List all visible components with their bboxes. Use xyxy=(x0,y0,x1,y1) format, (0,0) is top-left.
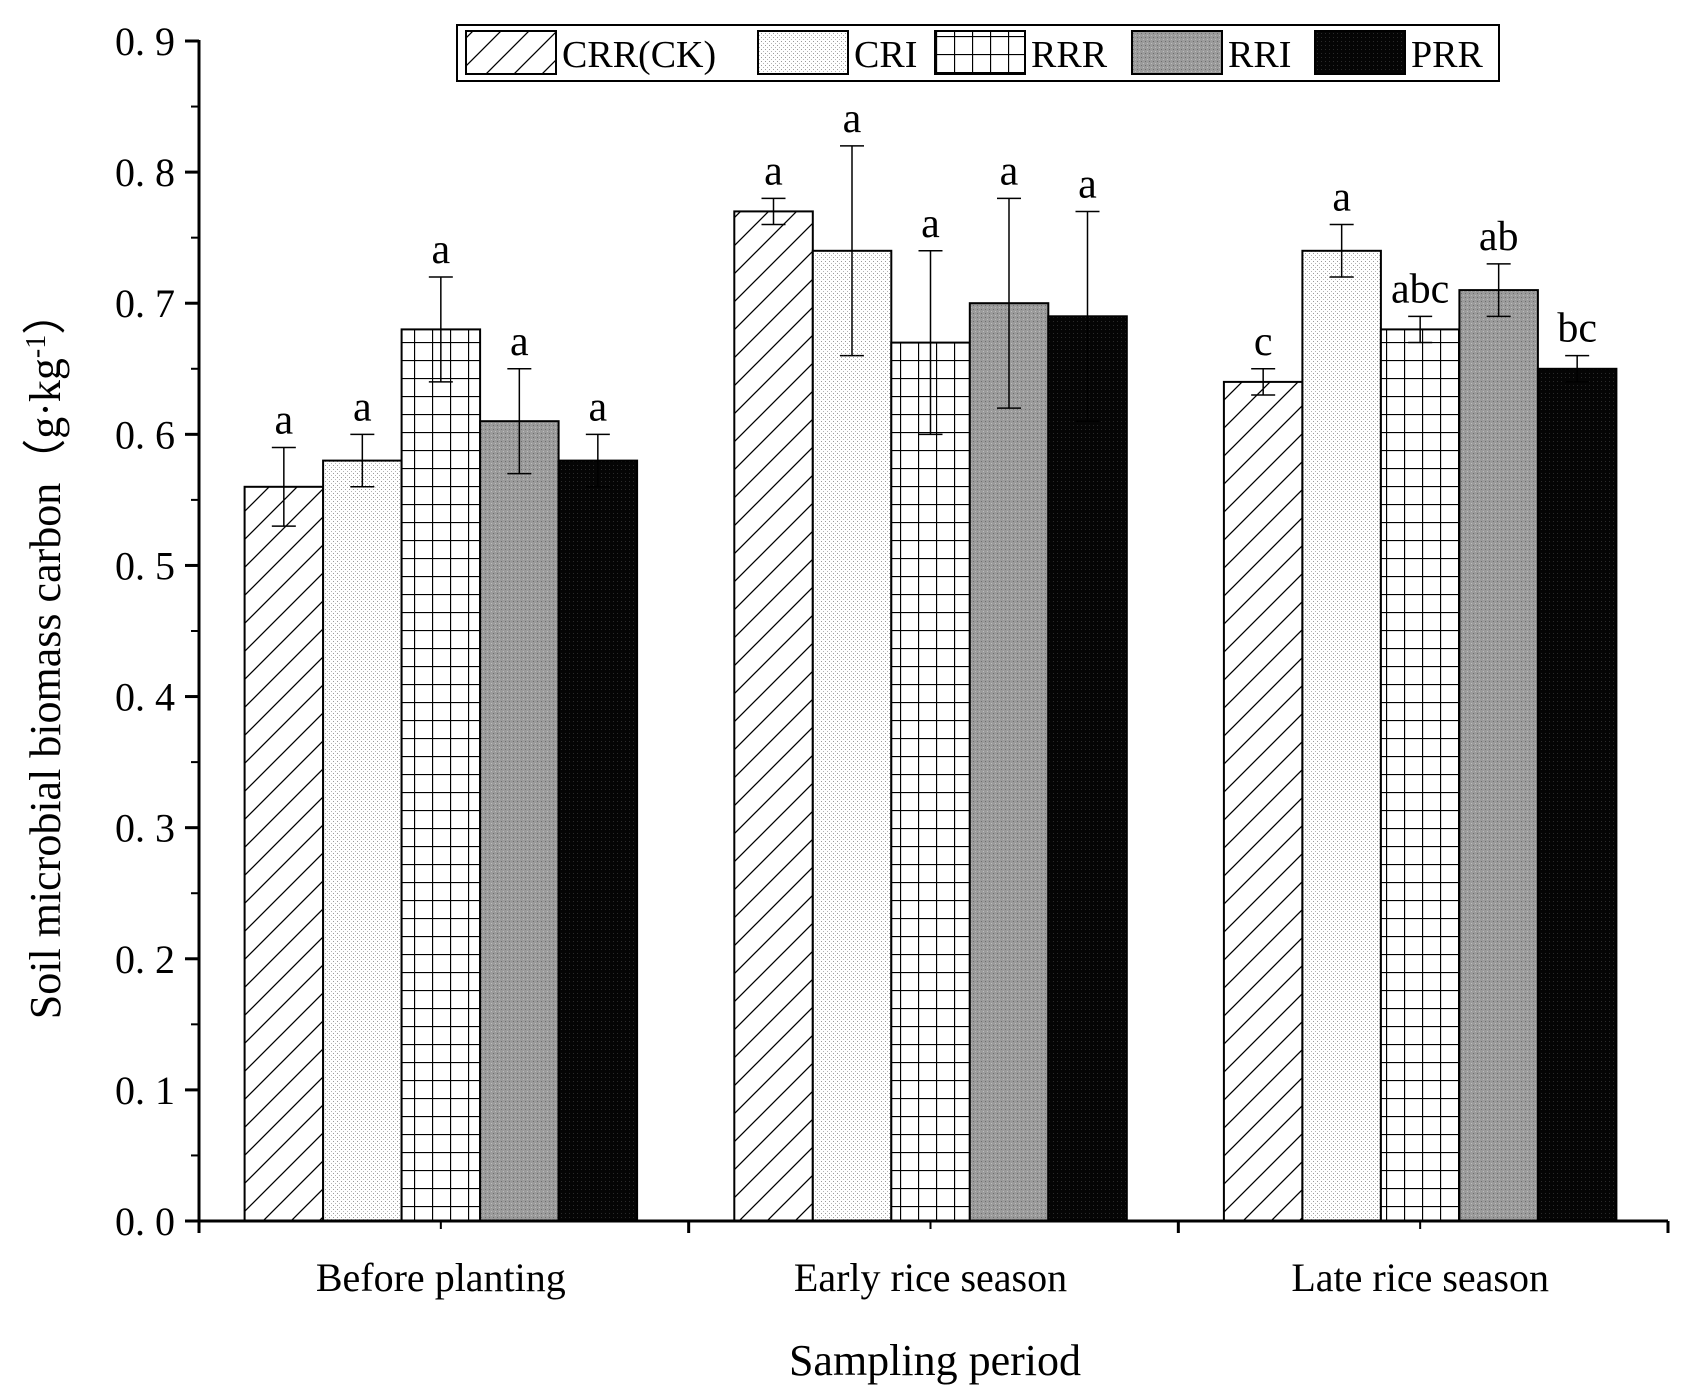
significance-letter: bc xyxy=(1557,306,1597,352)
bar-prr-2 xyxy=(1047,315,1128,1222)
significance-letter: a xyxy=(1332,175,1351,221)
bar-rrr-2 xyxy=(890,341,971,1223)
bar-cri-3 xyxy=(1301,249,1382,1223)
bar-crr-ck--1 xyxy=(243,485,325,1222)
y-axis-title-close: ） xyxy=(21,291,70,335)
y-axis-title-main: Soil microbial biomass carbon（g·kg xyxy=(21,358,70,1019)
bar-crr-ck--2 xyxy=(733,210,814,1222)
significance-letter: a xyxy=(275,397,294,443)
legend-label: PRR xyxy=(1411,34,1483,76)
bar-crr-ck--3 xyxy=(1222,380,1304,1222)
legend-swatch-prr xyxy=(1314,30,1406,75)
x-axis-title: Sampling period xyxy=(789,1336,1081,1385)
bar-prr-3 xyxy=(1536,367,1618,1222)
bar-rrr-3 xyxy=(1379,328,1461,1222)
y-tick-label: 0. 7 xyxy=(115,281,175,326)
legend-label: CRI xyxy=(854,34,917,76)
x-category-label: Before planting xyxy=(316,1255,566,1300)
bar-rri-2 xyxy=(968,302,1050,1222)
legend-label: RRR xyxy=(1031,34,1108,76)
x-category-label: Late rice season xyxy=(1291,1255,1549,1300)
y-tick-label: 0. 3 xyxy=(115,806,175,851)
bar-cri-2 xyxy=(811,249,893,1223)
legend-swatch-cri xyxy=(757,30,849,75)
y-axis-title: Soil microbial biomass carbon（g·kg-1） xyxy=(21,291,71,1019)
legend-swatch-rri xyxy=(1131,30,1223,75)
bar-rri-3 xyxy=(1458,289,1539,1223)
significance-letter: a xyxy=(1078,161,1097,207)
bar-prr-1 xyxy=(557,459,639,1223)
y-tick-label: 0. 4 xyxy=(115,675,175,720)
significance-letter: a xyxy=(921,201,940,247)
significance-letter: c xyxy=(1254,319,1273,365)
legend-label: CRR(CK) xyxy=(562,34,716,76)
legend-swatch-crr-ck- xyxy=(465,30,557,75)
y-tick-label: 0. 1 xyxy=(115,1068,175,1113)
bar-cri-1 xyxy=(322,459,403,1223)
significance-letter: a xyxy=(510,319,529,365)
y-tick-label: 0. 9 xyxy=(115,19,175,64)
significance-letter: a xyxy=(353,384,372,430)
significance-letter: a xyxy=(589,384,608,430)
legend-label: RRI xyxy=(1228,34,1291,76)
bar-rrr-1 xyxy=(400,328,482,1222)
legend-swatch-rrr xyxy=(934,30,1026,75)
y-axis-title-superscript: -1 xyxy=(21,335,52,358)
y-tick-label: 0. 6 xyxy=(115,412,175,457)
significance-letter: a xyxy=(1000,148,1019,194)
significance-letter: a xyxy=(843,96,862,142)
significance-letter: a xyxy=(764,148,783,194)
significance-letter: ab xyxy=(1479,214,1519,260)
significance-letter: abc xyxy=(1391,266,1449,312)
significance-letter: a xyxy=(432,227,451,273)
x-category-label: Early rice season xyxy=(794,1255,1067,1300)
y-tick-label: 0. 0 xyxy=(115,1199,175,1244)
y-tick-label: 0. 5 xyxy=(115,543,175,588)
y-tick-label: 0. 2 xyxy=(115,937,175,982)
y-tick-label: 0. 8 xyxy=(115,150,175,195)
bar-rri-1 xyxy=(479,420,560,1222)
